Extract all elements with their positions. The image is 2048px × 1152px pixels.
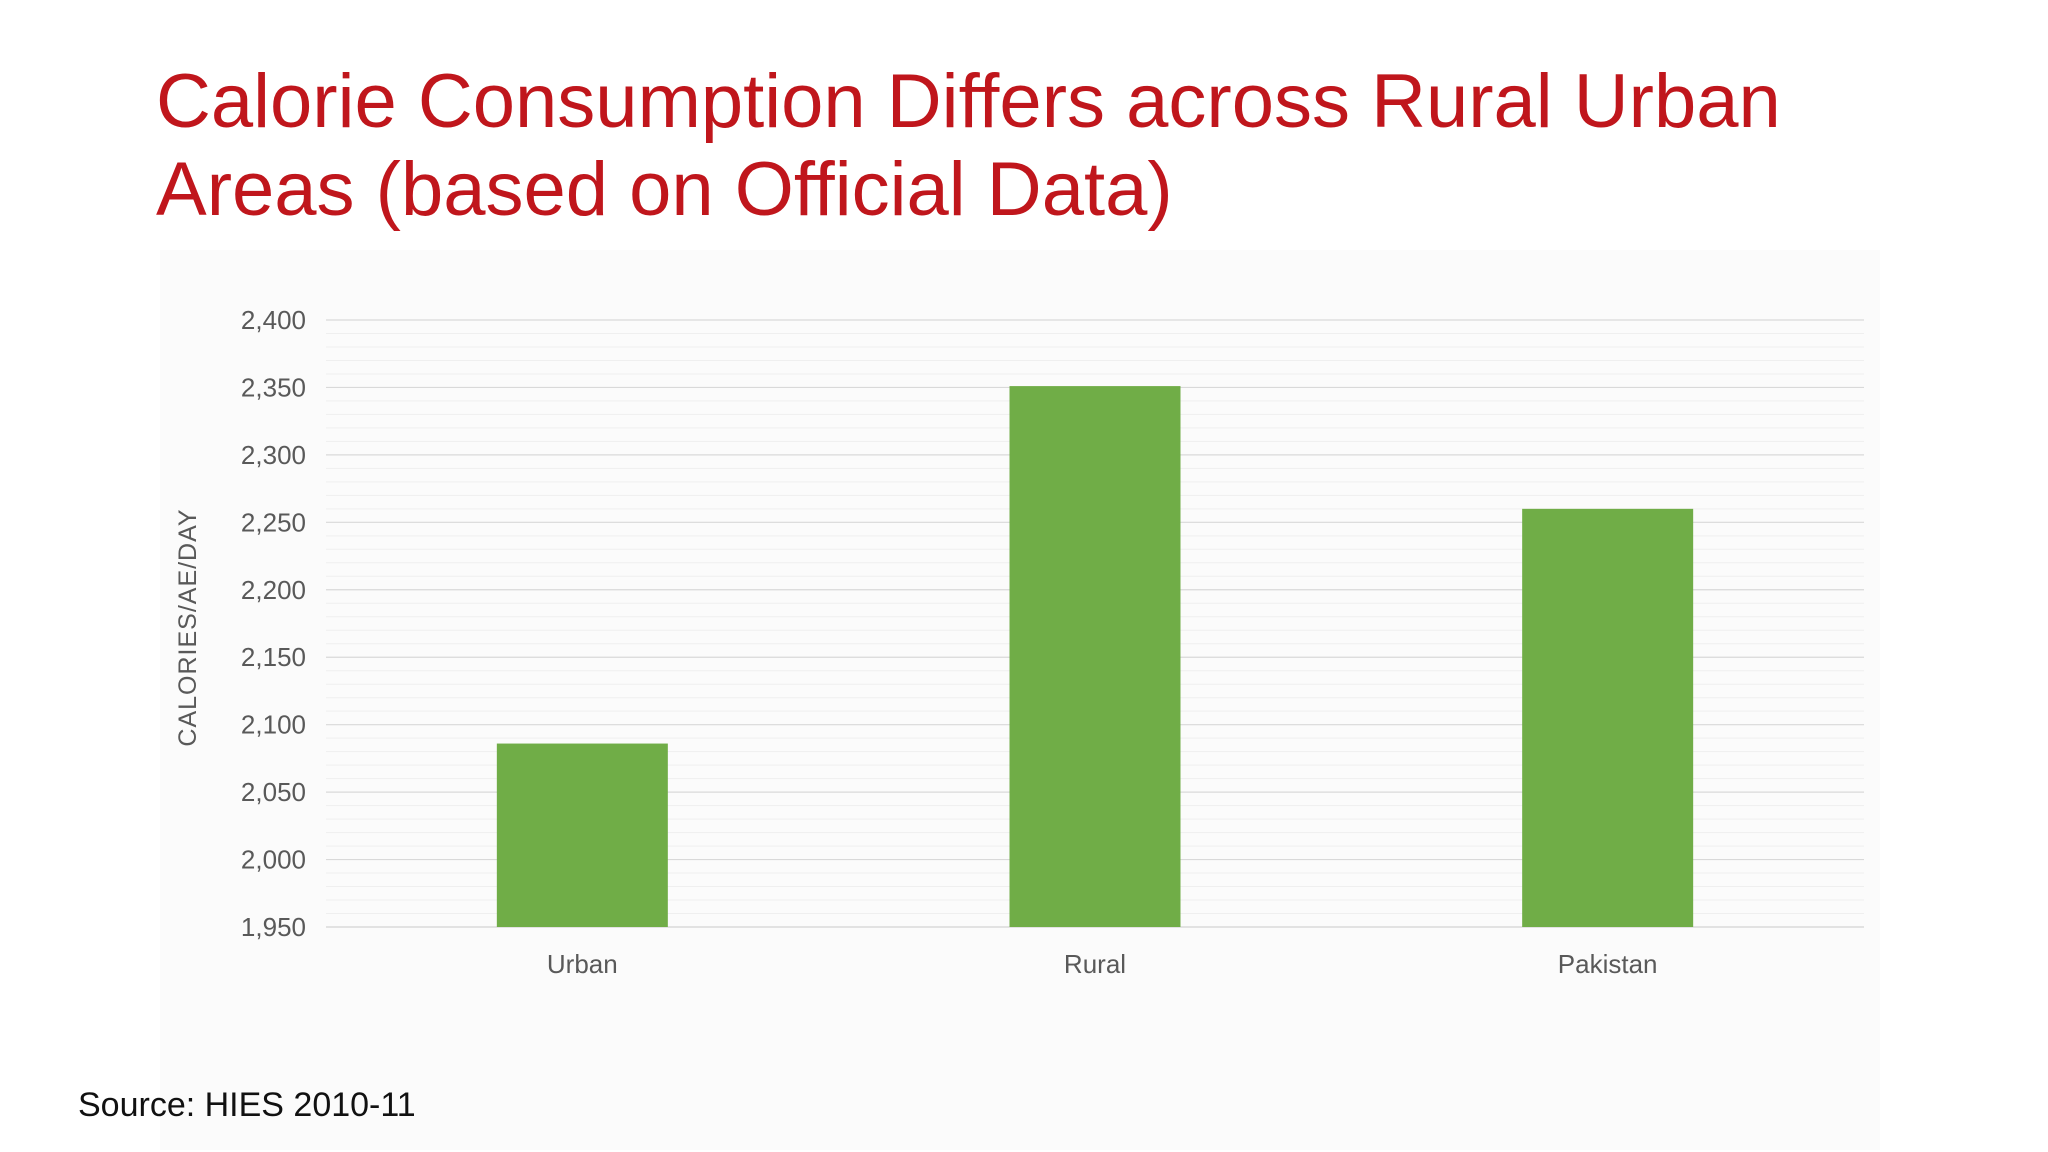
- y-tick-label: 1,950: [241, 912, 306, 942]
- bar-rural: [1009, 386, 1181, 927]
- x-category-label: Rural: [1064, 949, 1126, 979]
- y-axis-title: CALORIES/AE/DAY: [174, 508, 202, 746]
- y-tick-label: 2,200: [241, 575, 306, 605]
- slide-title: Calorie Consumption Differs across Rural…: [156, 58, 1976, 234]
- source-note: Source: HIES 2010-11: [78, 1086, 416, 1124]
- slide-title-line-1: Calorie Consumption Differs across Rural…: [156, 59, 1781, 144]
- y-tick-label: 2,100: [241, 710, 306, 740]
- y-tick-label: 2,350: [241, 372, 306, 402]
- bars: [496, 386, 1694, 927]
- y-tick-labels: 1,950 2,000 2,050 2,100 2,150 2,200 2,250 2,300…: [241, 305, 306, 942]
- y-tick-label: 2,000: [241, 845, 306, 875]
- slide-title-line-2: Areas (based on Official Data): [156, 147, 1173, 232]
- chart-area: 1,950 2,000 2,050 2,100 2,150 2,200 2,250 2,300…: [160, 250, 1880, 1150]
- y-tick-label: 2,050: [241, 777, 306, 807]
- x-category-labels: Urban Rural Pakistan: [547, 949, 1658, 979]
- y-tick-label: 2,400: [241, 305, 306, 335]
- y-tick-label: 2,300: [241, 440, 306, 470]
- y-tick-label: 2,250: [241, 507, 306, 537]
- x-category-label: Pakistan: [1558, 949, 1658, 979]
- bar-pakistan: [1522, 508, 1694, 927]
- bar-chart: 1,950 2,000 2,050 2,100 2,150 2,200 2,250 2,300…: [174, 305, 1864, 979]
- bar-urban: [496, 743, 668, 927]
- y-tick-label: 2,150: [241, 642, 306, 672]
- x-category-label: Urban: [547, 949, 618, 979]
